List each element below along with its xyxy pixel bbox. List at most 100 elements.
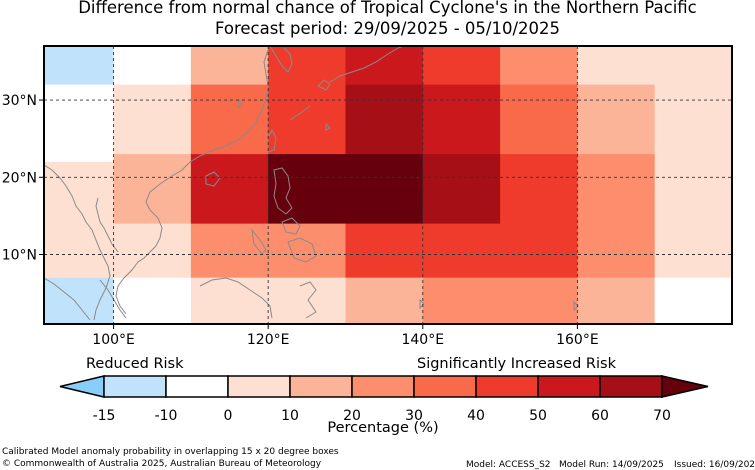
- colorbar-tick-label: 50: [529, 408, 547, 424]
- y-tick-label: 10°N: [2, 248, 37, 264]
- anomaly-cell: [345, 84, 424, 155]
- anomaly-cell: [113, 277, 192, 325]
- anomaly-cells: [44, 46, 733, 325]
- anomaly-cell: [268, 154, 346, 225]
- colorbar-tick-label: -10: [155, 408, 178, 424]
- footer-description: Calibrated Model anomaly probability in …: [2, 447, 339, 457]
- colorbar: -15 -10 0 10 20 30 40 50 60 70: [59, 375, 709, 424]
- colorbar-extend-high: [661, 375, 709, 398]
- anomaly-cell: [190, 46, 269, 86]
- x-tick-label: 100°E: [92, 332, 135, 348]
- anomaly-cell: [654, 46, 733, 279]
- coastline-japan: [329, 45, 405, 83]
- colorbar-title: Percentage (%): [327, 420, 439, 436]
- coastline-layer: [43, 45, 579, 321]
- anomaly-cell: [422, 46, 501, 86]
- footer-copyright: © Commonwealth of Australia 2025, Austra…: [2, 459, 322, 469]
- coastline-sumatra: [43, 277, 91, 321]
- anomaly-cell: [190, 154, 269, 225]
- anomaly-cell: [190, 223, 269, 279]
- forecast-period: Forecast period: 29/09/2025 - 05/10/2025: [214, 19, 561, 38]
- anomaly-cell: [190, 277, 269, 325]
- coastline-japan-kyushu: [317, 79, 331, 91]
- anomaly-cell: [577, 154, 656, 279]
- anomaly-cell: [577, 84, 656, 155]
- coastline-hainan: [205, 171, 221, 187]
- coastline-islet-3: [419, 298, 425, 310]
- map-frame: [43, 45, 733, 325]
- anomaly-cell: [422, 223, 501, 279]
- colorbar-tick-label: 0: [224, 408, 233, 424]
- colorbar-tick-label: 30: [405, 408, 423, 424]
- colorbar-bin: [165, 375, 229, 398]
- colorbar-tick-label: 20: [343, 408, 361, 424]
- anomaly-cell: [345, 46, 424, 86]
- anomaly-cell: [268, 84, 346, 155]
- anomaly-cell: [422, 154, 501, 225]
- anomaly-cell: [422, 84, 501, 155]
- anomaly-cell: [190, 84, 269, 155]
- anomaly-cell: [500, 154, 578, 279]
- anomaly-cell: [44, 161, 115, 279]
- coastline-palawan: [251, 228, 267, 255]
- increased-risk-label: Significantly Increased Risk: [417, 356, 616, 372]
- colorbar-tick-label: 60: [591, 408, 609, 424]
- colorbar-bin: [103, 375, 167, 398]
- x-tick-label: 160°E: [556, 332, 599, 348]
- figure-title: Difference from normal chance of Tropica…: [78, 0, 697, 17]
- anomaly-cell: [500, 277, 578, 325]
- coastline-indochina: [43, 164, 111, 321]
- anomaly-cell: [654, 277, 733, 325]
- colorbar-bin: [289, 375, 353, 398]
- coastline-borneo: [199, 277, 273, 319]
- coastline-gulf-thailand: [95, 197, 119, 253]
- anomaly-cell: [113, 223, 192, 279]
- coastline-south-china: [189, 49, 269, 163]
- coastline-luzon: [273, 167, 293, 215]
- footer-model: Model: ACCESS_S2: [466, 460, 551, 470]
- anomaly-cell: [577, 46, 656, 86]
- anomaly-cell: [113, 154, 192, 225]
- colorbar-bin: [413, 375, 477, 398]
- coastline-islet-1: [237, 98, 243, 110]
- x-tick-label: 120°E: [247, 332, 290, 348]
- footer-issued: Issued: 16/09/2025: [674, 460, 755, 470]
- colorbar-tick-label: -15: [93, 408, 116, 424]
- colorbar-tick-label: 10: [281, 408, 299, 424]
- y-tick-label: 20°N: [2, 170, 37, 186]
- coastline-sulawesi: [299, 281, 317, 319]
- anomaly-cell: [345, 277, 424, 325]
- anomaly-cell: [113, 46, 192, 86]
- anomaly-cell: [345, 223, 424, 279]
- coastline-visayas: [281, 217, 301, 235]
- anomaly-cell: [44, 84, 115, 163]
- anomaly-cell: [44, 46, 115, 86]
- anomaly-cell: [268, 223, 346, 279]
- colorbar-bin: [351, 375, 415, 398]
- anomaly-cell: [500, 84, 578, 155]
- colorbar-bin: [475, 375, 539, 398]
- colorbar-tick-label: 40: [467, 408, 485, 424]
- coastline-korea: [269, 45, 293, 73]
- colorbar-extend-low: [59, 375, 105, 398]
- anomaly-cell: [500, 46, 578, 86]
- anomaly-cell: [577, 277, 656, 325]
- reduced-risk-label: Reduced Risk: [86, 356, 184, 372]
- colorbar-tick-label: 70: [653, 408, 671, 424]
- colorbar-bin: [599, 375, 663, 398]
- anomaly-cell: [268, 46, 346, 86]
- anomaly-cell: [422, 277, 501, 325]
- coastline-mindanao: [287, 237, 317, 263]
- anomaly-cell: [345, 154, 424, 225]
- colorbar-bin: [227, 375, 291, 398]
- coastline-ryukyu: [289, 105, 311, 121]
- footer-model-run: Model Run: 14/09/2025: [559, 460, 664, 470]
- y-tick-label: 30°N: [2, 93, 37, 109]
- coastline-islet-2: [325, 122, 331, 131]
- anomaly-cell: [113, 84, 192, 163]
- x-tick-label: 140°E: [401, 332, 444, 348]
- coastline-islet-4: [573, 300, 579, 312]
- coastline-vietnam: [115, 161, 191, 315]
- anomaly-cell: [268, 277, 346, 325]
